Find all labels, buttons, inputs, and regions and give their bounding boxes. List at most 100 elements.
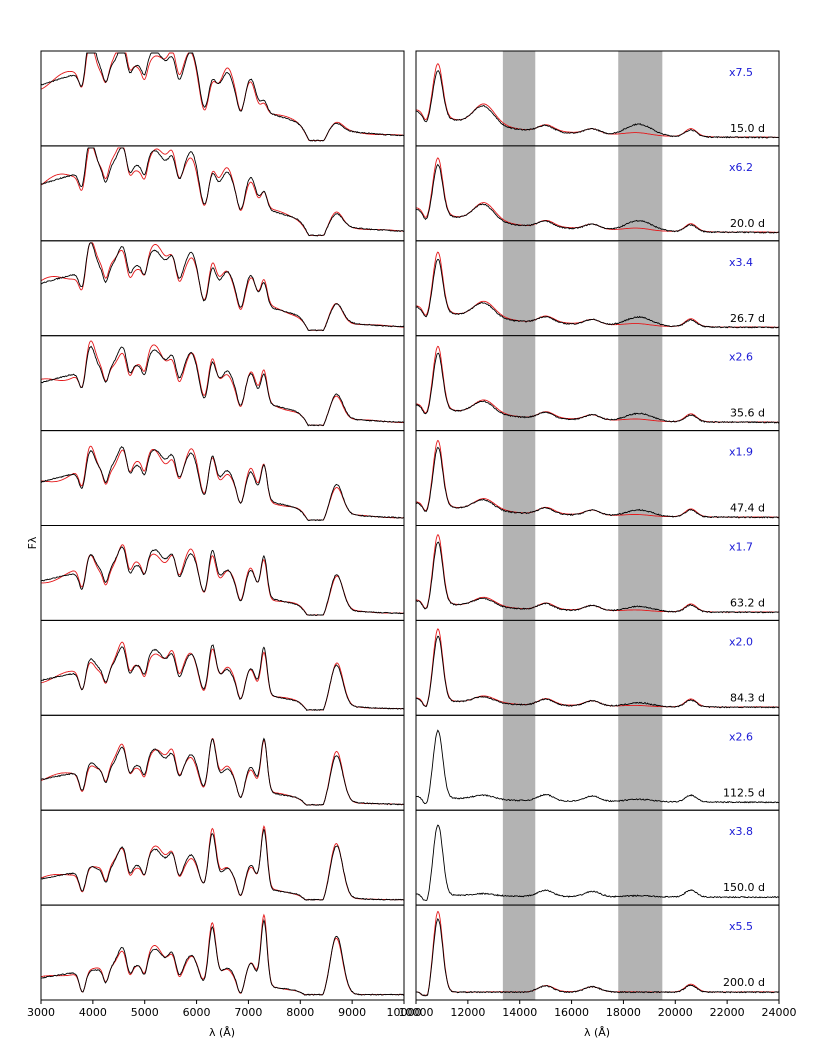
right-x-axis-label: λ (Å) [584, 1026, 610, 1039]
epoch-row: x5.5 200.0 d [40, 904, 780, 1001]
epoch-row: x3.8 150.0 d [40, 809, 780, 906]
model-spectrum-optical [40, 242, 404, 331]
scale-factor-label: x2.6 [729, 351, 753, 364]
x-tick-label: 5000 [131, 1006, 159, 1019]
telluric-band [502, 51, 536, 146]
observed-spectrum-nir [415, 446, 780, 519]
telluric-band [618, 905, 663, 1000]
observed-spectrum-nir [415, 541, 780, 614]
epoch-label: 112.5 d [723, 786, 765, 799]
observed-spectrum-optical [40, 737, 405, 806]
model-spectrum-optical [40, 825, 404, 901]
observed-spectrum-optical [40, 242, 405, 332]
scale-factor-label: x3.4 [729, 256, 753, 269]
observed-spectrum-optical [40, 546, 405, 616]
model-spectrum-nir [415, 628, 779, 708]
observed-spectrum-optical [40, 919, 405, 996]
x-tick-label: 14000 [502, 1006, 537, 1019]
x-tick-label: 6000 [183, 1006, 211, 1019]
telluric-band [618, 51, 663, 146]
model-spectrum-nir [415, 157, 780, 233]
observed-spectrum-optical [40, 345, 405, 427]
epoch-label: 35.6 d [730, 407, 765, 420]
x-tick-label: 16000 [554, 1006, 589, 1019]
x-tick-label: 10000 [399, 1006, 434, 1019]
model-spectrum-optical [40, 641, 405, 711]
telluric-band [502, 240, 536, 336]
epoch-row: x3.4 26.7 d [40, 240, 780, 337]
right-panel-frame [415, 904, 780, 1001]
x-tick-label: 10000 [387, 1006, 422, 1019]
right-panel-frame [415, 145, 780, 242]
scale-factor-label: x6.2 [729, 161, 753, 174]
telluric-band [618, 525, 663, 621]
telluric-band [618, 335, 663, 431]
scale-factor-label: x3.8 [729, 825, 753, 838]
telluric-band [502, 620, 536, 716]
observed-spectrum-optical [41, 828, 405, 901]
x-tick-label: 3000 [27, 1006, 55, 1019]
epoch-label: 200.0 d [723, 976, 765, 989]
scale-factor-label: x2.6 [729, 730, 753, 743]
left-panel-frame [40, 904, 405, 1001]
right-panel-frame [415, 619, 780, 716]
observed-spectrum-nir [415, 729, 780, 805]
observed-spectrum-optical [40, 147, 405, 237]
epoch-label: 26.7 d [730, 312, 765, 325]
model-spectrum-optical [40, 340, 404, 426]
telluric-band [502, 525, 536, 621]
model-spectrum-nir [415, 345, 780, 423]
right-panel-frame [415, 50, 780, 147]
epoch-label: 150.0 d [723, 881, 765, 894]
epoch-row: x2.6 35.6 d [40, 335, 780, 432]
observed-spectrum-nir [415, 70, 780, 139]
telluric-band [502, 430, 536, 526]
model-spectrum-optical [40, 913, 404, 996]
observed-spectrum-nir [415, 258, 779, 329]
epoch-label: 20.0 d [730, 217, 765, 230]
observed-spectrum-nir [416, 635, 780, 709]
scale-factor-label: x7.5 [729, 66, 753, 79]
left-panel-frame [40, 809, 405, 906]
x-tick-label: 24000 [762, 1006, 797, 1019]
telluric-band [502, 145, 536, 241]
model-spectrum-optical [40, 147, 405, 236]
telluric-band [618, 715, 663, 811]
model-spectrum-nir [415, 63, 779, 138]
x-tick-label: 22000 [710, 1006, 745, 1019]
scale-factor-label: x1.9 [729, 446, 753, 459]
left-panel-frame [40, 50, 405, 147]
observed-spectrum-optical [40, 446, 405, 522]
observed-spectrum-optical [40, 52, 405, 142]
model-spectrum-nir [415, 534, 779, 613]
scale-factor-label: x1.7 [729, 541, 753, 554]
telluric-band [618, 810, 663, 906]
model-spectrum-optical [41, 544, 404, 616]
telluric-band [502, 715, 536, 811]
epoch-row: x2.0 84.3 d [40, 619, 780, 716]
y-axis-label: Fλ [26, 536, 39, 549]
x-tick-label: 18000 [606, 1006, 641, 1019]
x-tick-label: 7000 [234, 1006, 262, 1019]
telluric-band [502, 905, 536, 1000]
right-panel-frame [415, 240, 780, 337]
model-spectrum-nir [415, 439, 779, 518]
telluric-band [618, 240, 663, 336]
x-tick-label: 20000 [658, 1006, 693, 1019]
epoch-row: x2.6 112.5 d [40, 714, 780, 811]
x-tick-label: 4000 [79, 1006, 107, 1019]
epoch-row: x6.2 20.0 d [40, 145, 780, 242]
observed-spectrum-nir [415, 352, 780, 424]
telluric-band [502, 810, 536, 906]
telluric-band [618, 145, 663, 241]
epoch-label: 15.0 d [730, 122, 765, 135]
model-spectrum-optical [40, 52, 405, 141]
observed-spectrum-nir [415, 824, 780, 901]
observed-spectrum-nir [415, 917, 780, 997]
epoch-row: x1.7 63.2 d [40, 525, 780, 621]
scale-factor-label: x2.0 [729, 635, 753, 648]
epoch-row: x1.9 47.4 d [40, 430, 780, 527]
telluric-band [618, 620, 663, 716]
scale-factor-label: x5.5 [729, 920, 753, 933]
x-tick-label: 12000 [450, 1006, 485, 1019]
